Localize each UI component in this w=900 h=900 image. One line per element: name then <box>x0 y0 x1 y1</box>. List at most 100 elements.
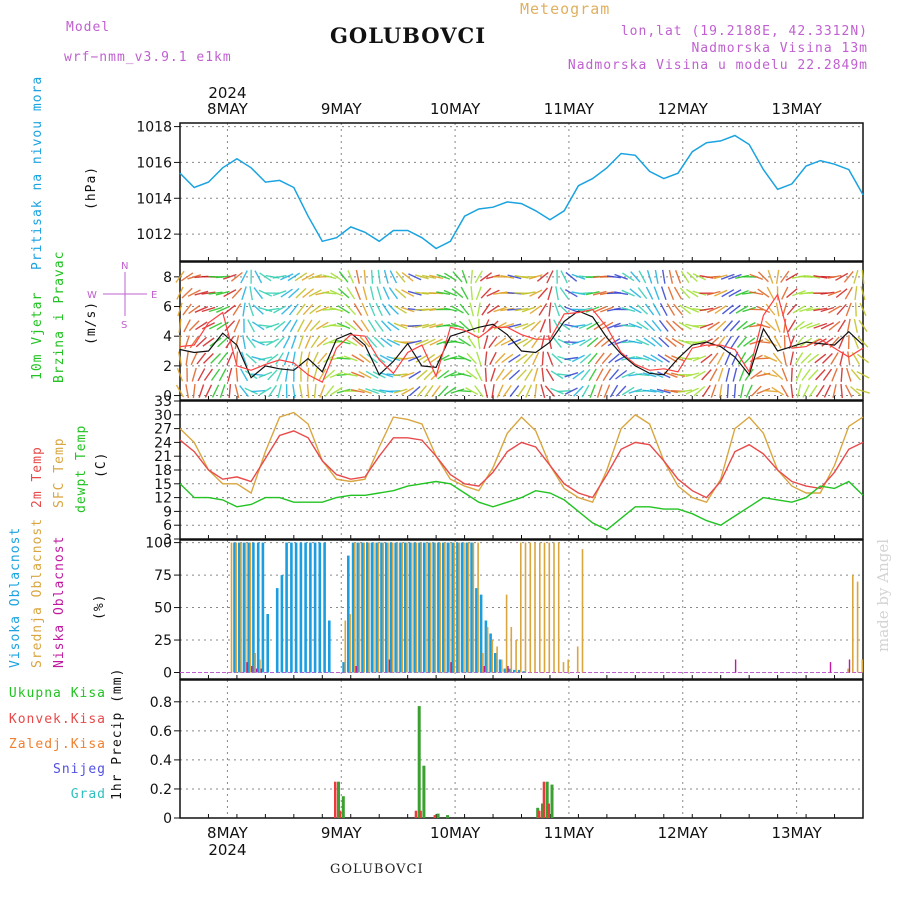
wind-arrow <box>201 322 216 330</box>
wind-arrow <box>615 385 627 397</box>
wind-arrow <box>854 302 857 317</box>
wind-arrow <box>303 319 313 333</box>
wind-arrow <box>358 370 372 379</box>
wind-arrow <box>258 341 273 344</box>
wind-arrow <box>176 286 184 300</box>
wind-arrow <box>857 336 869 348</box>
mid-cloud-bar <box>425 542 427 673</box>
wind-arrow <box>344 320 357 331</box>
wind-arrow <box>376 286 382 301</box>
wind-arrow <box>299 384 303 399</box>
wind-arrow <box>501 353 514 364</box>
wind-arrow <box>728 273 742 280</box>
wind-arrow <box>680 270 690 284</box>
wind-arrow <box>540 384 546 398</box>
total-rain-bar <box>446 815 450 818</box>
wind-arrow <box>280 273 294 281</box>
wind-arrow <box>368 302 376 317</box>
wind-arrow <box>308 274 323 280</box>
wind-arrow <box>607 337 621 347</box>
wind-arrow <box>252 321 265 331</box>
wind-arrow <box>313 384 317 399</box>
legend-frz-rain: Zaledj.Kisa <box>8 737 106 752</box>
y-tick-label: 0.8 <box>150 695 172 711</box>
wind-arrow <box>714 289 728 297</box>
wind-arrow <box>699 307 714 312</box>
total-rain-bar <box>337 781 340 818</box>
wind-arrow <box>635 356 650 361</box>
mid-cloud-bar <box>534 542 536 673</box>
high-cloud-bar <box>385 542 388 673</box>
wind-arrow <box>560 270 568 284</box>
wind-arrow <box>208 306 223 313</box>
mid-cloud-bar <box>240 542 242 673</box>
mid-cloud-bar <box>415 542 418 673</box>
wind-arrow <box>699 322 714 329</box>
wind-arrow <box>292 384 296 399</box>
wind-arrow <box>564 372 579 378</box>
wind-arrow <box>337 305 350 314</box>
wind-arrow <box>628 388 643 394</box>
wind-arrow <box>782 351 787 366</box>
wind-arrow <box>289 319 298 333</box>
wind-arrow <box>671 372 686 377</box>
wind-arrow <box>299 351 303 366</box>
wind-arrow <box>667 286 675 300</box>
wind-arrow <box>745 384 753 398</box>
wind-arrow <box>360 319 370 332</box>
low-cloud-bar <box>355 666 357 673</box>
wind-arrow <box>486 274 500 280</box>
wind-arrow <box>600 306 614 313</box>
wind-arrow <box>408 370 422 379</box>
wind-arrow <box>188 304 201 315</box>
total-rain-bar <box>341 796 345 818</box>
wind-arrow <box>287 272 301 282</box>
wind-arrow <box>713 274 728 280</box>
wind-arrow <box>593 306 607 313</box>
high-cloud-bar <box>479 594 483 673</box>
wind-arrow <box>272 290 287 297</box>
wind-arrow <box>185 351 189 366</box>
wind-arrow <box>245 353 257 364</box>
wind-arrow <box>738 368 746 382</box>
wind-arrow <box>571 291 586 296</box>
y-tick-label: 21 <box>154 449 172 465</box>
high-cloud-bar <box>432 542 435 673</box>
high-cloud-bar <box>356 542 360 673</box>
high-cloud-bar <box>275 588 279 673</box>
panel-frame <box>179 122 864 262</box>
wind-arrow <box>310 335 320 349</box>
wind-arrow <box>452 271 463 283</box>
wind-arrow <box>846 367 852 382</box>
low-cloud-bar <box>483 666 485 673</box>
wind-arrow <box>194 290 209 296</box>
wind-arrow <box>847 351 851 366</box>
wind-arrow <box>375 302 383 317</box>
wind-arrow <box>521 306 536 313</box>
wind-arrow <box>273 305 287 314</box>
mid-cloud-bar <box>567 659 569 673</box>
high-cloud-bar <box>498 659 502 673</box>
high-cloud-bar <box>465 542 469 673</box>
mid-cloud-bar <box>553 542 555 673</box>
wind-arrow <box>210 353 221 364</box>
wind-arrow <box>850 386 862 397</box>
wind-arrow <box>665 337 677 348</box>
wind-arrow <box>559 287 569 300</box>
y-tick-label: 12 <box>154 491 172 507</box>
wind-arrow <box>831 368 838 382</box>
high-cloud-bar <box>489 633 492 673</box>
pressure-unit: (hPa) <box>84 165 99 210</box>
high-cloud-bar <box>261 542 265 673</box>
wind-arrow <box>388 304 399 315</box>
wind-arrow <box>351 354 365 363</box>
wind-arrow <box>304 335 312 349</box>
wind-arrow <box>578 292 593 295</box>
wind-arrow <box>615 369 628 380</box>
wind-arrow <box>475 286 482 300</box>
wind-arrow <box>416 385 427 397</box>
wind-arrow <box>216 305 230 313</box>
low-cloud-bar <box>848 659 851 673</box>
wind-arrow <box>373 353 386 364</box>
y-tick-label: 6 <box>163 518 172 534</box>
